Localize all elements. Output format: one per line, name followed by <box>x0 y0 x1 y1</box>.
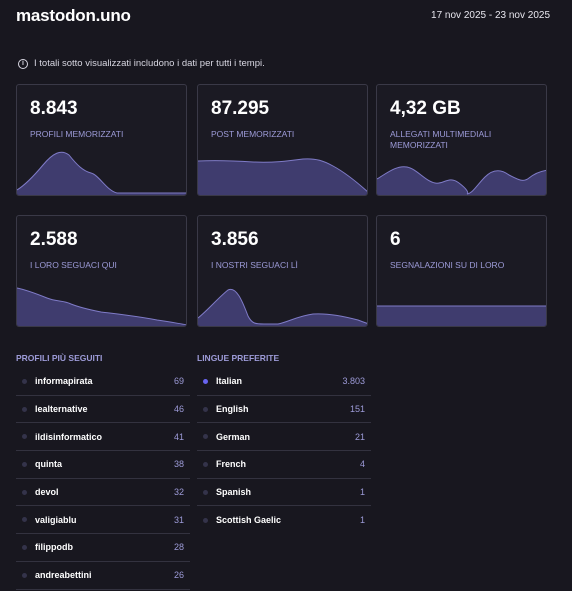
list-item[interactable]: Scottish Gaelic 1 <box>197 506 371 534</box>
profile-count: 41 <box>173 431 184 442</box>
card-label: ALLEGATI MULTIMEDIALI MEMORIZZATI <box>390 129 492 150</box>
list-item[interactable]: Spanish 1 <box>197 479 371 507</box>
bullet-dot-icon <box>203 461 208 467</box>
card-sparkline <box>377 166 546 195</box>
language-name: English <box>216 404 249 415</box>
list-item[interactable]: French 4 <box>197 451 371 479</box>
language-count: 4 <box>359 459 365 470</box>
card-value: 2.588 <box>30 229 78 250</box>
bullet-dot-icon <box>22 461 27 467</box>
info-circle-icon: i <box>18 58 28 69</box>
info-text: I totali sotto visualizzati includono i … <box>34 58 265 69</box>
bullet-dot-icon <box>22 544 27 550</box>
profile-count: 28 <box>173 542 184 553</box>
bullet-dot-icon <box>203 406 208 412</box>
language-name: Italian <box>216 376 243 387</box>
profile-count: 69 <box>173 376 184 387</box>
card-allegati: 4,32 GB ALLEGATI MULTIMEDIALI MEMORIZZAT… <box>376 84 547 196</box>
card-sparkline <box>17 287 186 326</box>
language-count: 3.803 <box>342 376 365 387</box>
profile-count: 32 <box>173 487 184 498</box>
card-value: 6 <box>390 229 401 250</box>
header-title: mastodon.uno <box>16 6 131 25</box>
card-label: POST MEMORIZZATI <box>211 129 295 139</box>
bullet-dot-icon <box>22 434 27 440</box>
card-label: SEGNALAZIONI SU DI LORO <box>390 260 505 270</box>
card-value: 87.295 <box>211 98 270 119</box>
language-name: French <box>216 459 247 470</box>
list-item[interactable]: lealternative 46 <box>16 396 190 424</box>
profiles-section-title: PROFILI PIÙ SEGUITI <box>16 353 103 363</box>
bullet-dot-icon <box>22 406 27 412</box>
profiles-list: informapirata 69 lealternative 46 ildisinf… <box>16 368 190 590</box>
profile-name: ildisinformatico <box>35 431 103 442</box>
bullet-dot-icon <box>203 378 208 384</box>
card-label: I LORO SEGUACI QUI <box>30 260 117 270</box>
list-item[interactable]: Italian 3.803 <box>197 368 371 396</box>
profile-count: 26 <box>173 570 184 581</box>
languages-list: Italian 3.803 English 151 German 21 French 4… <box>197 368 371 534</box>
language-count: 1 <box>359 487 365 498</box>
bullet-dot-icon <box>22 572 27 578</box>
card-label: PROFILI MEMORIZZATI <box>30 129 124 139</box>
languages-section-title: LINGUE PREFERITE <box>197 353 280 363</box>
profile-count: 31 <box>173 514 184 525</box>
bullet-dot-icon <box>22 517 27 523</box>
profile-name: quinta <box>35 459 62 470</box>
date-range[interactable]: 17 nov 2025 - 23 nov 2025 <box>431 10 550 21</box>
bullet-dot-icon <box>22 489 27 495</box>
bullet-dot-icon <box>22 378 27 384</box>
card-sparkline <box>198 288 367 326</box>
list-item[interactable]: English 151 <box>197 396 371 424</box>
card-sparkline <box>377 305 546 326</box>
profile-name: lealternative <box>35 404 88 415</box>
bullet-dot-icon <box>203 517 208 523</box>
profile-count: 38 <box>173 459 184 470</box>
list-item[interactable]: informapirata 69 <box>16 368 190 396</box>
list-item[interactable]: quinta 38 <box>16 451 190 479</box>
language-name: Scottish Gaelic <box>216 515 282 526</box>
card-sparkline <box>17 151 186 195</box>
language-count: 21 <box>354 431 365 442</box>
language-count: 151 <box>349 404 365 415</box>
list-item[interactable]: andreabettini 26 <box>16 562 190 590</box>
card-sparkline <box>198 158 367 195</box>
info-notice: i I totali sotto visualizzati includono … <box>18 58 265 69</box>
profile-name: devol <box>35 487 59 498</box>
card-value: 4,32 GB <box>390 98 461 119</box>
card-value: 3.856 <box>211 229 259 250</box>
profile-name: filippodb <box>35 542 73 553</box>
card-profili-memorizzati: 8.843 PROFILI MEMORIZZATI <box>16 84 187 196</box>
list-item[interactable]: devol 32 <box>16 479 190 507</box>
language-name: German <box>216 431 251 442</box>
profile-name: valigiablu <box>35 514 77 525</box>
card-nostri-seguaci: 3.856 I NOSTRI SEGUACI LÌ <box>197 215 368 327</box>
profile-name: informapirata <box>35 376 93 387</box>
bullet-dot-icon <box>203 489 208 495</box>
card-value: 8.843 <box>30 98 78 119</box>
list-item[interactable]: German 21 <box>197 423 371 452</box>
list-item[interactable]: ildisinformatico 41 <box>16 423 190 452</box>
profile-name: andreabettini <box>35 570 92 581</box>
list-item[interactable]: valigiablu 31 <box>16 506 190 535</box>
bullet-dot-icon <box>203 434 208 440</box>
card-label: I NOSTRI SEGUACI LÌ <box>211 260 298 270</box>
list-item[interactable]: filippodb 28 <box>16 534 190 562</box>
card-post-memorizzati: 87.295 POST MEMORIZZATI <box>197 84 368 196</box>
card-segnalazioni: 6 SEGNALAZIONI SU DI LORO <box>376 215 547 327</box>
profile-count: 46 <box>173 404 184 415</box>
card-loro-seguaci: 2.588 I LORO SEGUACI QUI <box>16 215 187 327</box>
language-count: 1 <box>359 515 365 526</box>
language-name: Spanish <box>216 487 252 498</box>
